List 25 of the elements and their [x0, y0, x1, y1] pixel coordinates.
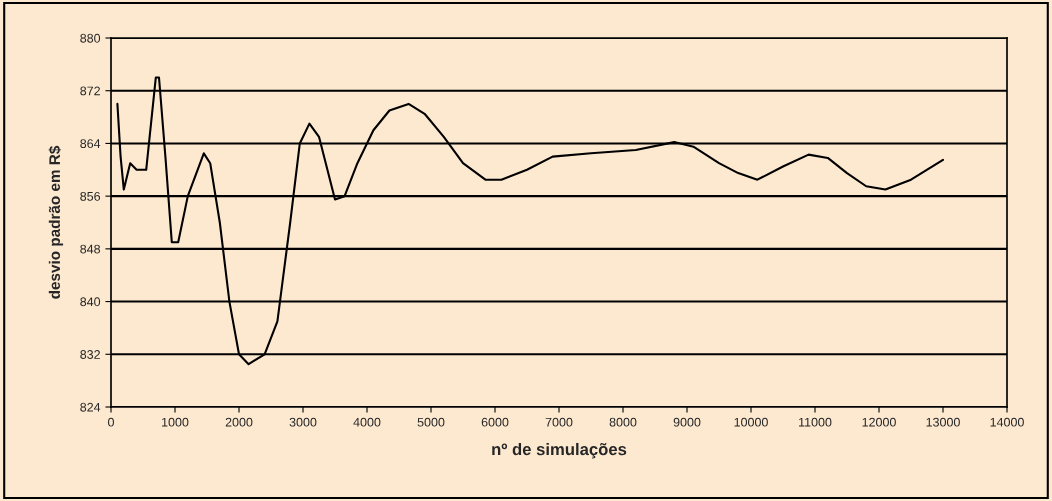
x-tick-label: 6000 [481, 417, 509, 427]
y-tick-label: 880 [80, 33, 101, 43]
x-axis-title: nº de simulações [492, 442, 627, 459]
x-tick-label: 1000 [162, 417, 189, 427]
y-tick-label: 832 [80, 350, 100, 359]
x-tick-label: 2000 [225, 417, 253, 427]
x-tick-label: 12000 [862, 417, 896, 427]
y-tick-label: 864 [80, 139, 101, 149]
x-tick-label: 8000 [609, 417, 637, 427]
x-tick-label: 5000 [417, 417, 445, 427]
x-tick-label: 9000 [673, 417, 701, 427]
x-tick-label: 14000 [990, 417, 1024, 427]
y-tick-label: 872 [80, 86, 100, 96]
y-tick-label: 848 [80, 244, 101, 254]
y-axis-title: desvio padrão em R$ [48, 145, 64, 299]
x-tick-label: 13000 [926, 417, 960, 427]
y-tick-label: 856 [80, 191, 101, 201]
x-tick-label: 11000 [799, 417, 832, 427]
x-tick-label: 3000 [289, 417, 317, 427]
x-tick-label: 0 [108, 417, 114, 427]
y-tick-label: 824 [80, 402, 101, 412]
x-tick-label: 7000 [545, 417, 573, 427]
x-tick-label: 10000 [734, 417, 768, 427]
x-tick-label: 4000 [353, 417, 381, 427]
y-tick-label: 840 [80, 297, 101, 307]
